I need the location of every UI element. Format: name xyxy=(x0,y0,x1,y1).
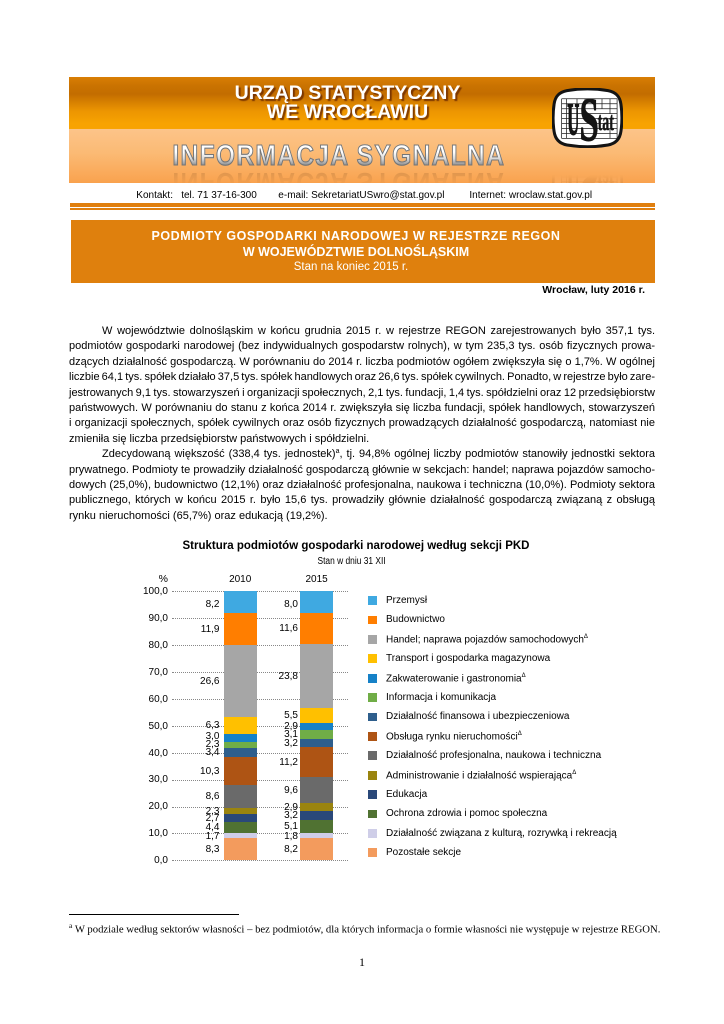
svg-text:U: U xyxy=(567,155,579,183)
svg-text:S: S xyxy=(580,88,599,148)
svg-text:tat: tat xyxy=(598,164,614,183)
svg-text:U: U xyxy=(567,96,579,145)
svg-text:tat: tat xyxy=(598,107,614,137)
svg-text:S: S xyxy=(580,153,599,183)
